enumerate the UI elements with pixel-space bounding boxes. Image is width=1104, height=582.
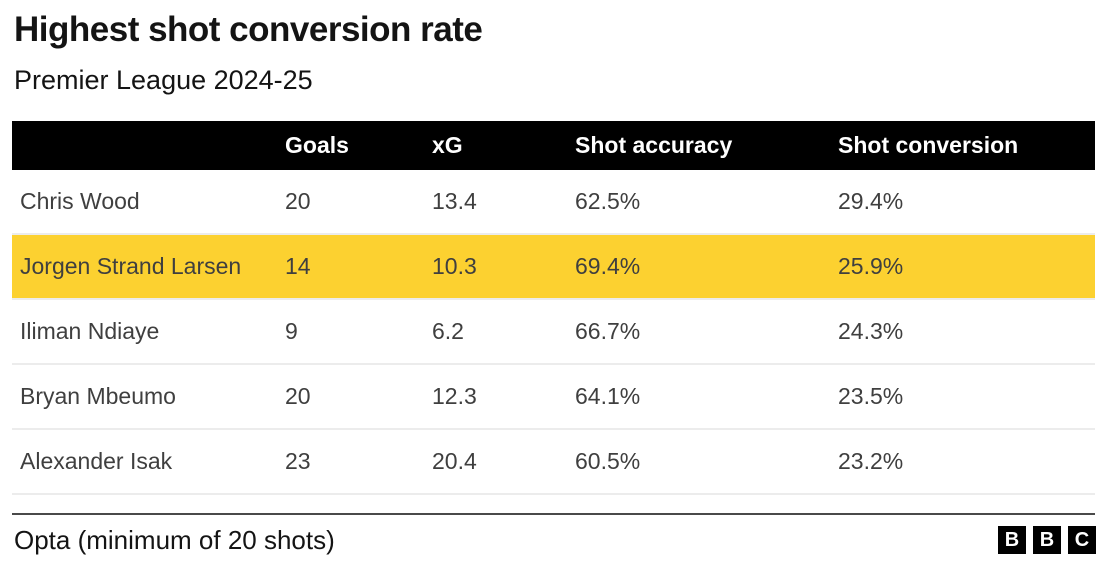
xg-column-header: xG [432,131,463,158]
shot-conversion-cell: 24.3% [838,317,904,344]
player-name-cell: Iliman Ndiaye [20,317,160,344]
bbc-logo-block-b1: B [998,526,1026,555]
player-name-cell: Bryan Mbeumo [20,382,176,409]
xg-cell: 20.4 [432,447,477,474]
page-title: Highest shot conversion rate [14,10,483,49]
shot-conversion-column-header: Shot conversion [838,131,1019,158]
footer-divider [12,512,1095,515]
player-name-cell: Chris Wood [20,187,140,214]
goals-cell: 9 [285,317,298,344]
xg-cell: 10.3 [432,252,477,279]
shot-conversion-cell: 29.4% [838,187,904,214]
table-row: Iliman Ndiaye 9 6.2 66.7% 24.3% [12,299,1095,365]
shot-conversion-cell: 23.2% [838,447,904,474]
xg-cell: 13.4 [432,187,477,214]
goals-cell: 23 [285,447,311,474]
shot-conversion-cell: 23.5% [838,382,904,409]
shot-accuracy-column-header: Shot accuracy [575,131,733,158]
shot-accuracy-cell: 69.4% [575,252,641,279]
table-row: Alexander Isak 23 20.4 60.5% 23.2% [12,429,1095,495]
xg-cell: 6.2 [432,317,464,344]
page-subtitle: Premier League 2024-25 [14,64,313,95]
goals-column-header: Goals [285,131,349,158]
table-row: Bryan Mbeumo 20 12.3 64.1% 23.5% [12,364,1095,430]
bbc-logo-block-b2: B [1033,526,1061,555]
footer: Opta (minimum of 20 shots) B B C [14,525,1096,556]
shot-accuracy-cell: 64.1% [575,382,641,409]
table-row: Chris Wood 20 13.4 62.5% 29.4% [12,169,1095,235]
goals-cell: 14 [285,252,311,279]
bbc-logo-block-c: C [1068,526,1096,555]
shot-accuracy-cell: 62.5% [575,187,641,214]
player-name-cell: Jorgen Strand Larsen [20,252,242,279]
xg-cell: 12.3 [432,382,477,409]
stats-table: Goals xG Shot accuracy Shot conversion C… [12,120,1095,495]
table-body: Chris Wood 20 13.4 62.5% 29.4% Jorgen St… [12,169,1095,495]
bbc-logo: B B C [998,526,1096,555]
goals-cell: 20 [285,187,311,214]
shot-conversion-cell: 25.9% [838,252,904,279]
source-attribution: Opta (minimum of 20 shots) [14,524,335,555]
table-header-row: Goals xG Shot accuracy Shot conversion [12,120,1095,170]
goals-cell: 20 [285,382,311,409]
table-row-highlighted: Jorgen Strand Larsen 14 10.3 69.4% 25.9% [12,234,1095,300]
shot-accuracy-cell: 66.7% [575,317,641,344]
shot-accuracy-cell: 60.5% [575,447,641,474]
player-name-cell: Alexander Isak [20,447,173,474]
